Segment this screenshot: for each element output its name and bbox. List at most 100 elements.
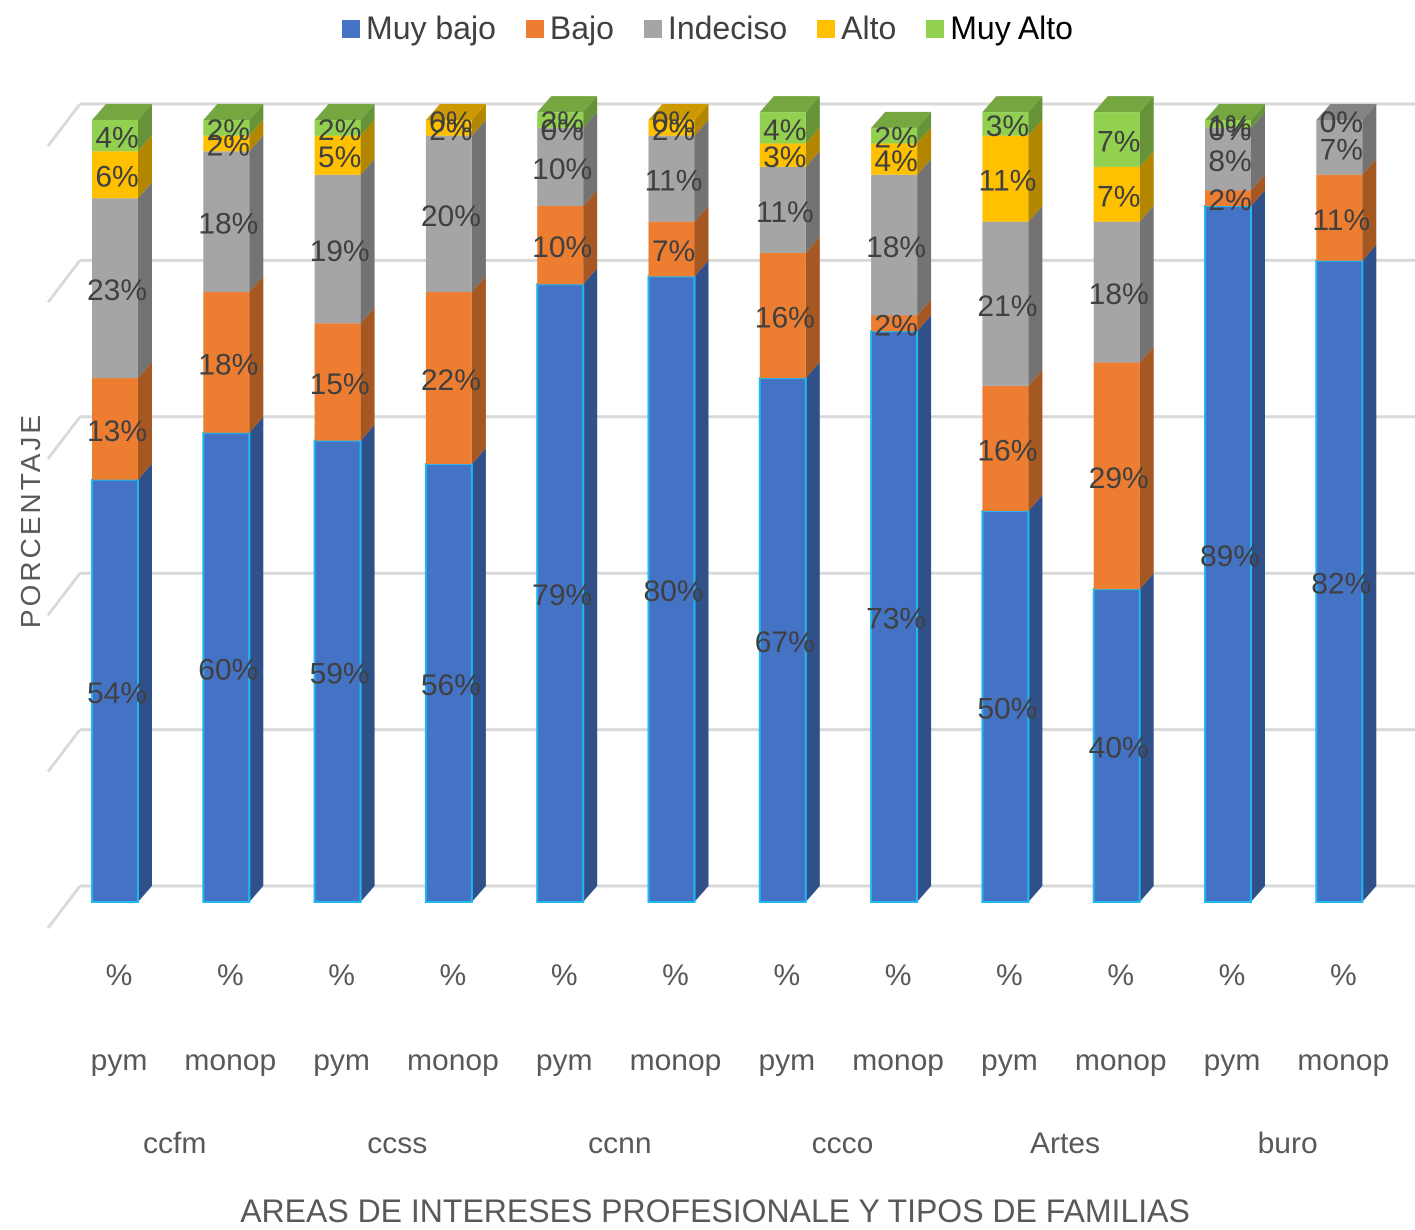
data-label: 4% <box>763 114 806 147</box>
data-label: 2% <box>874 122 917 155</box>
bar-segment <box>313 439 362 903</box>
legend-item: Indeciso <box>643 10 788 47</box>
x-tick-area: buro <box>1258 1127 1318 1160</box>
bar-side <box>1139 150 1154 222</box>
gridline-side <box>46 259 82 304</box>
bar-side <box>138 182 152 379</box>
x-tick-area: Artes <box>1030 1127 1100 1160</box>
bar-segment <box>870 330 919 903</box>
data-label: 2% <box>207 129 250 162</box>
bar-side <box>805 362 820 902</box>
gridline-side <box>46 415 82 460</box>
x-tick-family: pym <box>313 1044 370 1077</box>
x-tick-family: monop <box>1297 1044 1389 1077</box>
bar-side <box>1028 205 1043 386</box>
bar-top <box>1093 96 1154 113</box>
bar-side <box>1139 205 1154 363</box>
x-tick-unit: % <box>440 959 467 992</box>
x-axis-title: AREAS DE INTERESES PROFESIONALE Y TIPOS … <box>240 1193 1190 1229</box>
bar-side <box>1139 96 1154 167</box>
bar-top <box>759 96 820 113</box>
bar-segment <box>1205 127 1251 191</box>
bar-segment <box>203 120 250 136</box>
data-label: 4% <box>874 145 917 178</box>
data-label: 1% <box>1208 110 1251 143</box>
x-tick-unit: % <box>1107 959 1134 992</box>
legend-label: Alto <box>841 10 897 46</box>
bar-segment <box>314 174 361 324</box>
data-label: 23% <box>87 274 147 307</box>
x-tick-family: monop <box>852 1044 944 1077</box>
bar-segment <box>759 112 806 144</box>
x-tick-family: pym <box>981 1044 1038 1077</box>
bar-side <box>917 158 932 316</box>
legend-item: Bajo <box>525 10 614 47</box>
bar-side <box>1139 346 1154 590</box>
bar-side <box>249 119 264 152</box>
bar-top <box>982 96 1043 113</box>
bar-side <box>583 268 598 903</box>
bar-segment <box>871 143 918 175</box>
data-label: 21% <box>977 290 1037 323</box>
data-label: 40% <box>1089 732 1149 765</box>
bar-segment <box>982 221 1029 386</box>
data-label: 18% <box>198 348 258 381</box>
bar-side <box>1028 119 1043 222</box>
data-label: 79% <box>532 579 592 612</box>
bar-top <box>1316 104 1377 120</box>
bar-side <box>471 104 486 136</box>
x-tick-unit: % <box>328 959 355 992</box>
legend-item: Muy bajo <box>342 10 496 47</box>
legend-label: Indeciso <box>667 10 788 46</box>
bar-top <box>871 111 932 128</box>
x-tick-unit: % <box>662 959 689 992</box>
chart-legend: Muy bajo Bajo Indeciso Alto Muy Alto <box>0 10 1415 47</box>
bar-segment <box>759 166 806 253</box>
data-label: 0% <box>1320 106 1363 139</box>
bar-side <box>1362 104 1377 175</box>
data-label: 11% <box>645 165 703 198</box>
bar-segment <box>1316 174 1363 261</box>
bar-side <box>1028 495 1043 902</box>
data-label: 3% <box>986 110 1029 143</box>
bar-side <box>694 260 709 902</box>
bar-side <box>805 236 820 379</box>
x-tick-unit: % <box>551 959 578 992</box>
x-tick-unit: % <box>1219 959 1246 992</box>
bar-segment <box>203 151 250 293</box>
data-label: 6% <box>95 161 138 194</box>
legend-swatch <box>926 19 945 38</box>
bar-side <box>471 448 486 902</box>
data-label: 7% <box>1097 180 1140 213</box>
bar-side <box>360 424 375 902</box>
bar-segment <box>92 198 138 379</box>
data-label: 8% <box>1208 145 1251 178</box>
bar-side <box>694 104 709 136</box>
data-label: 54% <box>87 677 147 710</box>
x-tick-area: ccfm <box>143 1127 206 1160</box>
bar-segment <box>982 385 1029 511</box>
bar-segment <box>424 463 473 903</box>
x-tick-unit: % <box>773 959 800 992</box>
legend-swatch <box>643 19 662 38</box>
bar-segment <box>648 120 695 136</box>
data-label: 2% <box>207 114 250 147</box>
data-label: 59% <box>310 657 370 690</box>
data-label: 2% <box>541 106 584 139</box>
bar-segment <box>314 135 361 175</box>
bar-segment <box>1205 120 1251 128</box>
bar-segment <box>425 120 472 136</box>
bar-side <box>917 315 932 902</box>
x-tick-unit: % <box>885 959 912 992</box>
x-tick-family: monop <box>184 1044 276 1077</box>
legend-item: Muy Alto <box>926 10 1073 47</box>
bar-segment <box>871 315 918 332</box>
bar-side <box>917 127 932 175</box>
data-label: 2% <box>1208 184 1251 217</box>
data-label: 82% <box>1311 567 1371 600</box>
bar-side <box>249 135 264 293</box>
data-label: 10% <box>532 153 592 186</box>
bar-segment <box>871 127 918 144</box>
bar-side <box>360 158 375 324</box>
bar-side <box>694 205 709 277</box>
